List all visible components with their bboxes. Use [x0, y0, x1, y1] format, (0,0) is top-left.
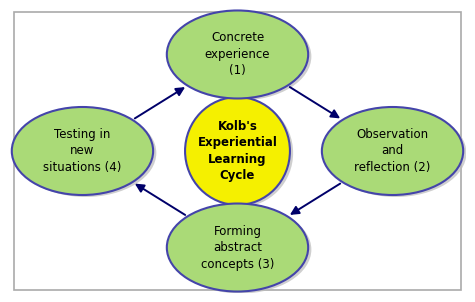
- Text: Concrete
experience
(1): Concrete experience (1): [205, 31, 270, 78]
- Ellipse shape: [167, 11, 308, 98]
- Ellipse shape: [170, 205, 312, 294]
- Text: Forming
abstract
concepts (3): Forming abstract concepts (3): [201, 224, 274, 271]
- Text: Testing in
new
situations (4): Testing in new situations (4): [43, 128, 122, 174]
- Ellipse shape: [167, 204, 308, 291]
- Ellipse shape: [185, 97, 290, 205]
- Ellipse shape: [322, 107, 463, 195]
- Ellipse shape: [170, 12, 312, 101]
- Ellipse shape: [12, 107, 153, 195]
- Text: Observation
and
reflection (2): Observation and reflection (2): [354, 128, 431, 174]
- Ellipse shape: [188, 99, 293, 207]
- Ellipse shape: [15, 109, 156, 197]
- Text: Kolb's
Experiential
Learning
Cycle: Kolb's Experiential Learning Cycle: [198, 120, 277, 182]
- Ellipse shape: [325, 109, 466, 197]
